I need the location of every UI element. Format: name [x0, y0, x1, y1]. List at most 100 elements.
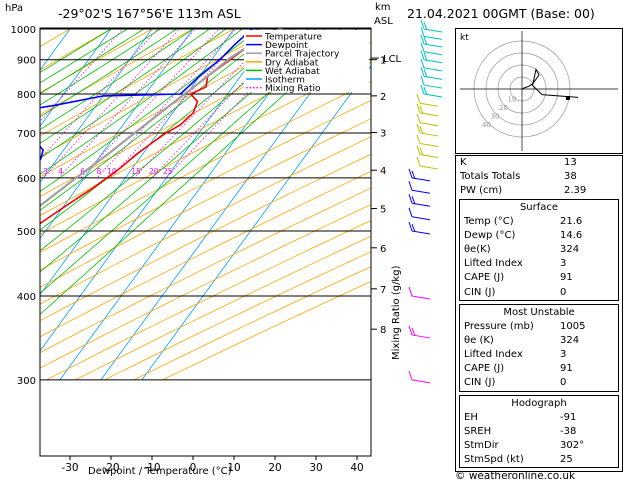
- wind-barb-flag: [420, 19, 425, 30]
- wind-barb-flag: [408, 194, 413, 204]
- isotherm-line: [40, 28, 195, 240]
- index-value: 21.6: [560, 215, 583, 227]
- wind-barb: [419, 143, 439, 148]
- index-value: -91: [560, 411, 577, 423]
- lcl-label: LCL: [383, 54, 402, 65]
- index-value: -38: [560, 425, 577, 437]
- wind-barb-flag: [420, 75, 425, 86]
- mixing-ratio-label: 6: [80, 167, 85, 176]
- wind-barb-flag: [411, 170, 416, 180]
- mixing-ratio-line: [43, 28, 181, 179]
- index-row: PW (cm) 2.39: [456, 184, 622, 198]
- wind-barb-flag: [420, 34, 425, 45]
- km-tick-label: 2: [380, 92, 386, 103]
- wet-adiabat-line: [40, 28, 130, 84]
- hpa-label: hPa: [5, 3, 24, 14]
- plot-frame: [39, 27, 372, 457]
- index-value: 91: [560, 363, 573, 375]
- wet-adiabat-line: [40, 28, 179, 118]
- mixing-ratio-line: [96, 28, 238, 179]
- mixing-ratio-lines: 12346810152025: [40, 28, 311, 179]
- wind-barb-flag: [420, 67, 425, 77]
- index-row: Temp (°C) 21.6: [460, 215, 618, 229]
- surface-box: Surface Temp (°C) 21.6 Dewp (°C) 14.6 θe(K) 3…: [459, 198, 619, 301]
- index-key: Pressure (mb): [464, 320, 534, 332]
- dry-adiabat-line: [104, 251, 371, 381]
- x-tick-label: -20: [102, 462, 119, 474]
- index-row: EH -91: [460, 411, 618, 425]
- hodograph-table-box: Hodograph EH -91 SREH -38 StmDir 302° StmSpd (…: [459, 394, 619, 469]
- index-row: Lifted Index 3: [460, 348, 618, 362]
- index-value: 25: [560, 454, 573, 466]
- wind-barb-flag: [408, 221, 413, 232]
- index-row: Pressure (mb) 1005: [460, 320, 618, 334]
- series-line-dewpoint: [40, 28, 255, 161]
- axis-labels: 300 400 500 600 700 800 900 1000 -30 -20 -10 0 10 20 3…: [11, 25, 402, 474]
- index-value: 324: [560, 334, 580, 346]
- index-row: StmSpd (kt) 25: [460, 453, 618, 467]
- index-value: 14.6: [560, 229, 583, 241]
- x-axis-label: Dewpoint / Temperature (°C): [88, 466, 232, 477]
- wet-adiabat-line: [40, 28, 261, 193]
- mixing-ratio-line: [165, 28, 311, 179]
- wind-barb: [411, 295, 431, 300]
- index-row: θe(K) 324: [460, 243, 618, 257]
- index-key: Temp (°C): [464, 215, 514, 227]
- mixing-ratio-label: 15: [131, 167, 141, 176]
- dry-adiabat-line: [40, 136, 371, 305]
- index-row: Totals Totals 38: [456, 170, 622, 184]
- hodograph-ring-label: 20: [499, 104, 508, 112]
- pressure-tick-label: 500: [17, 227, 36, 238]
- wind-barb-flag: [420, 27, 425, 37]
- index-key: StmSpd (kt): [464, 454, 524, 466]
- index-row: Dewp (°C) 14.6: [460, 229, 618, 243]
- wet-adiabat-line: [40, 28, 163, 106]
- x-tick-label: 30: [309, 462, 322, 474]
- index-key: Lifted Index: [464, 258, 523, 270]
- hodograph-trace: [521, 67, 579, 98]
- surface-title: Surface: [519, 201, 559, 213]
- wind-barb: [411, 379, 431, 384]
- wind-barb-flag: [416, 94, 421, 104]
- most-unstable-box: Most Unstable Pressure (mb) 1005 θe (K) 324…: [459, 303, 619, 392]
- wet-adiabat-line: [40, 28, 228, 159]
- wind-barb-flag: [408, 168, 413, 179]
- wind-barb-flag: [408, 207, 413, 217]
- wind-barb-flag: [416, 113, 421, 123]
- index-row: K 13: [456, 156, 622, 170]
- mixing-ratio-label: 25: [163, 167, 173, 176]
- dry-adiabat-line: [46, 220, 371, 381]
- datetime-title: 21.04.2021 00GMT (Base: 00): [407, 6, 595, 21]
- index-value: 1005: [560, 320, 586, 332]
- dry-adiabat-line: [40, 170, 371, 338]
- mixing-ratio-label: 4: [58, 167, 63, 176]
- sounding-traces: [40, 28, 284, 225]
- location-title: -29°02'S 167°56'E 113m ASL: [58, 6, 241, 21]
- legend-item: Dry Adiabat: [265, 58, 319, 68]
- wind-barb: [419, 102, 439, 107]
- index-row: CIN (J) 0: [460, 286, 618, 300]
- pressure-tick-label: 1000: [11, 25, 36, 36]
- dry-adiabat-line: [40, 99, 371, 271]
- index-row: SREH -38: [460, 425, 618, 439]
- wind-barb-flag: [420, 50, 425, 60]
- wet-adiabat-line: [40, 28, 196, 131]
- x-tick-label: 0: [190, 462, 197, 474]
- most-unstable-title: Most Unstable: [503, 306, 575, 318]
- dry-adiabat-line: [40, 203, 371, 369]
- isotherm-line: [0, 15, 39, 380]
- wind-barb: [423, 84, 443, 89]
- wind-barb: [411, 216, 431, 221]
- wet-adiabat-line: [40, 28, 245, 175]
- asl-label: ASL: [374, 16, 393, 27]
- wind-barb: [423, 51, 443, 56]
- wind-barb-flag: [411, 196, 416, 205]
- wind-barb-flag: [423, 86, 428, 96]
- hodograph-table-title: Hodograph: [511, 397, 567, 409]
- index-key: CAPE (J): [464, 363, 505, 375]
- dry-adiabat-line: [40, 28, 114, 71]
- wind-barb-flag: [411, 327, 416, 337]
- km-tick-label: 1: [380, 56, 386, 67]
